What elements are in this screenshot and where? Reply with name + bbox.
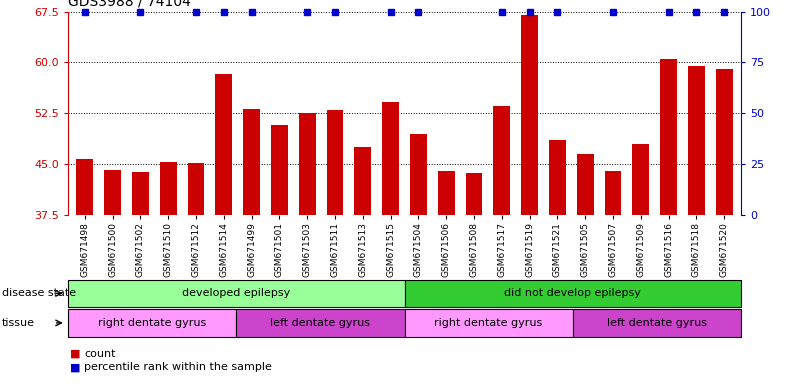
Text: disease state: disease state	[2, 288, 76, 298]
Bar	[405, 280, 741, 307]
Bar	[244, 109, 260, 215]
Bar	[76, 159, 93, 215]
Text: left dentate gyrus: left dentate gyrus	[607, 318, 706, 328]
Bar	[660, 59, 677, 215]
Bar	[549, 141, 566, 215]
Bar	[382, 102, 399, 215]
Bar	[465, 173, 482, 215]
Text: left dentate gyrus: left dentate gyrus	[271, 318, 370, 328]
Text: did not develop epilepsy: did not develop epilepsy	[505, 288, 641, 298]
Bar	[410, 134, 427, 215]
Bar	[633, 144, 649, 215]
Bar	[327, 110, 344, 215]
Text: ■: ■	[70, 362, 80, 372]
Bar	[577, 154, 594, 215]
Bar	[160, 162, 176, 215]
Bar	[68, 309, 236, 337]
Text: GDS3988 / 74104: GDS3988 / 74104	[68, 0, 191, 9]
Bar	[187, 163, 204, 215]
Bar	[405, 309, 573, 337]
Bar	[688, 66, 705, 215]
Text: right dentate gyrus: right dentate gyrus	[434, 318, 543, 328]
Bar	[271, 125, 288, 215]
Text: tissue: tissue	[2, 318, 34, 328]
Bar	[132, 172, 149, 215]
Bar	[716, 69, 733, 215]
Bar	[215, 74, 232, 215]
Bar	[605, 171, 622, 215]
Text: right dentate gyrus: right dentate gyrus	[98, 318, 207, 328]
Bar	[573, 309, 741, 337]
Bar	[236, 309, 405, 337]
Bar	[493, 106, 510, 215]
Bar	[299, 113, 316, 215]
Text: ■: ■	[70, 349, 80, 359]
Text: count: count	[84, 349, 115, 359]
Text: percentile rank within the sample: percentile rank within the sample	[84, 362, 272, 372]
Bar	[438, 171, 454, 215]
Bar	[521, 15, 538, 215]
Bar	[68, 280, 405, 307]
Text: developed epilepsy: developed epilepsy	[182, 288, 291, 298]
Bar	[104, 170, 121, 215]
Bar	[355, 147, 371, 215]
